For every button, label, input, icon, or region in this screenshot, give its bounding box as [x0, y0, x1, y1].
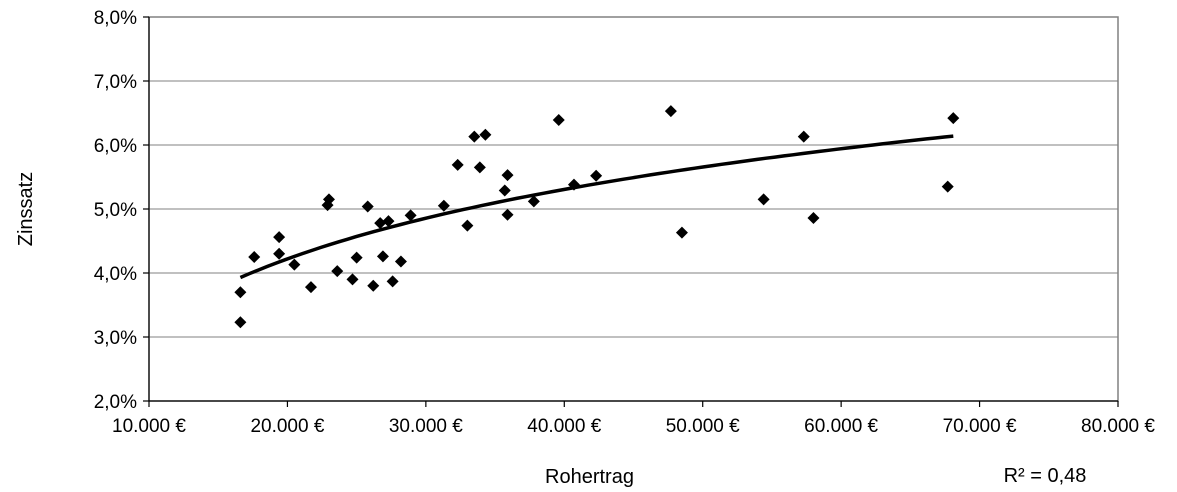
data-point — [590, 169, 603, 182]
y-axis: 2,0% 3,0% 4,0% 5,0% 6,0% 7,0% 8,0% — [94, 8, 150, 413]
data-point — [248, 251, 261, 263]
data-point — [346, 273, 359, 286]
data-point — [361, 200, 374, 213]
gridlines — [149, 80, 1118, 338]
x-tick-label: 50.000 € — [666, 416, 740, 437]
data-point — [757, 193, 770, 206]
data-point — [461, 219, 474, 232]
x-axis: 10.000 € 20.000 € 30.000 € 40.000 € 50.000 €… — [112, 400, 1155, 437]
data-point — [273, 247, 286, 260]
data-point — [468, 130, 481, 143]
data-point — [479, 128, 492, 141]
data-point — [675, 226, 688, 239]
data-point — [527, 195, 540, 208]
data-point — [451, 158, 464, 171]
x-tick-label: 10.000 € — [112, 416, 186, 437]
y-tick-label: 8,0% — [94, 8, 137, 29]
data-point — [234, 316, 247, 329]
data-point — [304, 281, 317, 294]
x-tick-label: 20.000 € — [250, 416, 324, 437]
x-axis-title: Rohertrag — [545, 466, 634, 488]
y-tick-label: 7,0% — [94, 72, 137, 93]
data-point — [273, 231, 286, 244]
data-point — [807, 211, 820, 224]
data-point — [473, 161, 486, 174]
data-point — [322, 193, 335, 206]
data-point — [288, 258, 301, 271]
data-point — [437, 199, 450, 212]
data-points — [234, 105, 960, 329]
x-tick-label: 70.000 € — [943, 416, 1017, 437]
y-tick-label: 4,0% — [94, 264, 137, 285]
data-point — [501, 169, 514, 182]
y-tick-label: 5,0% — [94, 200, 137, 221]
data-point — [386, 275, 399, 288]
data-point — [567, 178, 580, 191]
y-axis-title: Zinssatz — [15, 172, 37, 246]
data-point — [331, 265, 344, 278]
data-point — [350, 251, 363, 264]
data-point — [797, 130, 810, 143]
r-squared-label: R² = 0,48 — [1004, 465, 1087, 487]
data-point — [374, 217, 387, 230]
x-tick-label: 30.000 € — [389, 416, 463, 437]
y-tick-label: 3,0% — [94, 328, 137, 349]
y-tick-label: 2,0% — [94, 392, 137, 413]
x-tick-label: 60.000 € — [804, 416, 878, 437]
data-point — [498, 184, 511, 197]
data-point — [501, 208, 514, 221]
data-point — [394, 255, 407, 268]
trendline — [239, 134, 954, 280]
data-point — [367, 279, 380, 292]
data-point — [947, 112, 960, 125]
x-tick-label: 80.000 € — [1081, 416, 1155, 437]
data-point — [664, 105, 677, 118]
data-point — [552, 114, 565, 127]
data-point — [376, 250, 389, 263]
data-point — [941, 180, 954, 193]
data-point — [382, 215, 395, 228]
data-point — [404, 209, 417, 222]
y-tick-label: 6,0% — [94, 136, 137, 157]
data-point — [234, 286, 247, 299]
x-tick-label: 40.000 € — [527, 416, 601, 437]
